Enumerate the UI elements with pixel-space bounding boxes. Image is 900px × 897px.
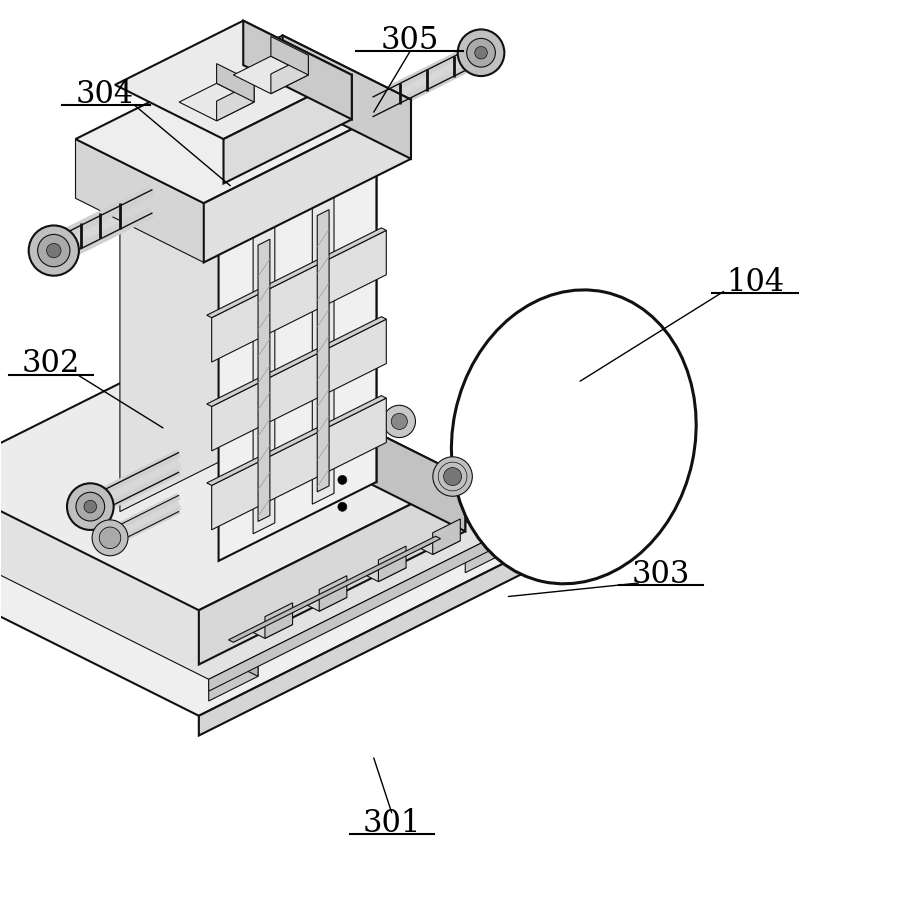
Polygon shape — [229, 536, 441, 642]
Polygon shape — [320, 576, 346, 611]
Polygon shape — [199, 344, 465, 531]
Polygon shape — [0, 383, 495, 679]
Polygon shape — [76, 139, 203, 263]
Polygon shape — [207, 396, 386, 485]
Polygon shape — [0, 344, 465, 610]
Circle shape — [92, 520, 128, 556]
Text: 301: 301 — [363, 808, 421, 839]
Text: 305: 305 — [381, 25, 439, 56]
Circle shape — [433, 457, 472, 496]
Circle shape — [67, 483, 113, 530]
Circle shape — [29, 225, 79, 275]
Polygon shape — [115, 21, 352, 139]
Polygon shape — [283, 36, 411, 159]
Circle shape — [467, 39, 495, 67]
Polygon shape — [209, 536, 495, 691]
Polygon shape — [317, 210, 329, 492]
Polygon shape — [465, 524, 515, 573]
Polygon shape — [253, 619, 292, 639]
Polygon shape — [120, 117, 278, 511]
Polygon shape — [199, 370, 544, 563]
Circle shape — [392, 414, 408, 430]
Circle shape — [475, 47, 487, 59]
Polygon shape — [217, 83, 254, 121]
Polygon shape — [212, 231, 386, 362]
Polygon shape — [312, 197, 334, 504]
Circle shape — [444, 467, 462, 485]
Polygon shape — [120, 117, 376, 245]
Polygon shape — [219, 166, 376, 561]
Polygon shape — [433, 519, 460, 554]
Polygon shape — [258, 239, 270, 521]
Polygon shape — [207, 317, 386, 406]
Text: 304: 304 — [76, 79, 134, 109]
Polygon shape — [209, 627, 258, 676]
Circle shape — [338, 475, 346, 484]
Polygon shape — [465, 499, 515, 548]
Polygon shape — [421, 535, 460, 554]
Polygon shape — [209, 651, 258, 701]
Text: 302: 302 — [22, 348, 80, 379]
Polygon shape — [278, 117, 376, 482]
Polygon shape — [271, 56, 309, 93]
Polygon shape — [308, 591, 346, 611]
Circle shape — [47, 243, 61, 257]
Polygon shape — [212, 398, 386, 530]
Polygon shape — [223, 75, 352, 184]
Polygon shape — [212, 319, 386, 451]
Text: 303: 303 — [632, 559, 690, 589]
Circle shape — [84, 501, 96, 513]
Polygon shape — [217, 64, 254, 102]
Circle shape — [383, 405, 416, 438]
Polygon shape — [366, 562, 406, 581]
Polygon shape — [203, 100, 411, 263]
Ellipse shape — [452, 290, 697, 584]
Polygon shape — [159, 627, 258, 676]
Polygon shape — [179, 83, 254, 121]
Circle shape — [38, 234, 70, 266]
Text: 104: 104 — [726, 267, 784, 298]
Polygon shape — [0, 370, 544, 716]
Polygon shape — [416, 499, 515, 548]
Polygon shape — [253, 227, 274, 534]
Polygon shape — [199, 477, 465, 665]
Polygon shape — [189, 361, 239, 410]
Polygon shape — [189, 386, 239, 435]
Circle shape — [458, 30, 504, 76]
Polygon shape — [233, 57, 309, 93]
Polygon shape — [140, 361, 238, 410]
Polygon shape — [243, 21, 352, 119]
Polygon shape — [76, 36, 411, 204]
Polygon shape — [271, 37, 309, 75]
Polygon shape — [265, 603, 292, 639]
Polygon shape — [378, 546, 406, 581]
Circle shape — [99, 527, 121, 549]
Circle shape — [338, 502, 346, 511]
Polygon shape — [199, 543, 544, 736]
Circle shape — [76, 492, 104, 521]
Polygon shape — [207, 228, 386, 318]
